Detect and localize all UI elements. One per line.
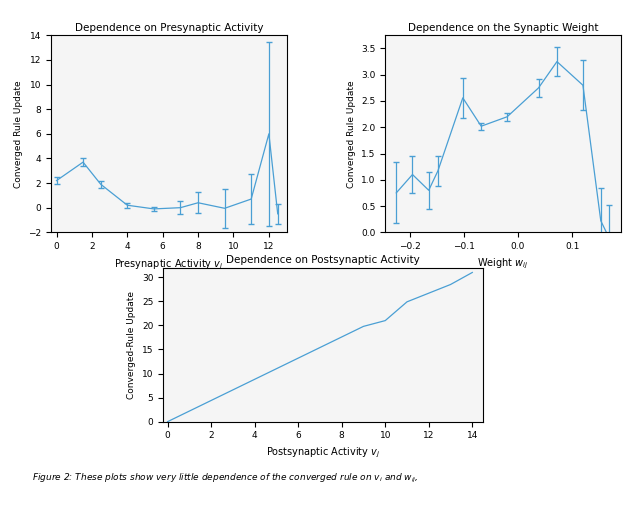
Y-axis label: Converged Rule Update: Converged Rule Update xyxy=(347,80,356,188)
Title: Dependence on Postsynaptic Activity: Dependence on Postsynaptic Activity xyxy=(227,256,420,266)
Y-axis label: Converged-Rule Update: Converged-Rule Update xyxy=(127,291,136,398)
Text: Figure 2: These plots show very little dependence of the converged rule on $v_i$: Figure 2: These plots show very little d… xyxy=(32,472,419,485)
Title: Dependence on the Synaptic Weight: Dependence on the Synaptic Weight xyxy=(408,23,598,33)
X-axis label: Postsynaptic Activity $v_j$: Postsynaptic Activity $v_j$ xyxy=(266,446,380,461)
Title: Dependence on Presynaptic Activity: Dependence on Presynaptic Activity xyxy=(75,23,263,33)
Y-axis label: Converged Rule Update: Converged Rule Update xyxy=(14,80,23,188)
X-axis label: Presynaptic Activity $v_i$: Presynaptic Activity $v_i$ xyxy=(114,257,223,271)
X-axis label: Weight $w_{ij}$: Weight $w_{ij}$ xyxy=(477,257,529,271)
